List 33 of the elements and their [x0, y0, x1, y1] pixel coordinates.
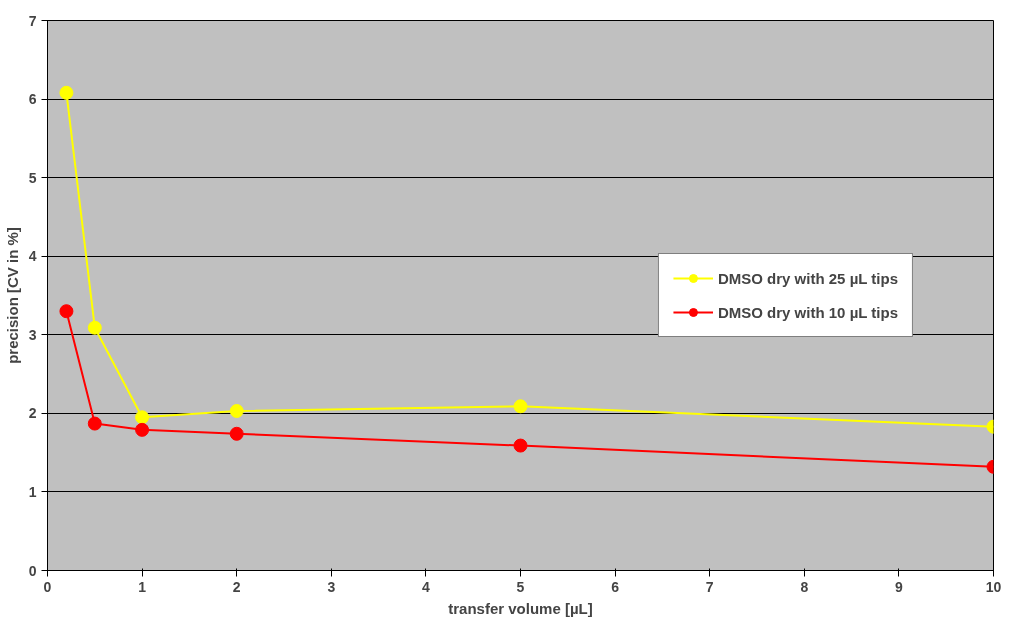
x-tick-label: 1 [138, 578, 147, 595]
y-tick-label: 4 [28, 248, 37, 265]
y-axis-title: precision [CV in %] [3, 227, 21, 364]
legend-label: DMSO dry with 10 µL tips [717, 303, 898, 321]
x-tick-label: 6 [611, 578, 620, 595]
x-tick-label: 3 [327, 578, 336, 595]
point [59, 304, 74, 319]
point [513, 399, 528, 414]
point [229, 426, 244, 441]
x-tick-label: 10 [985, 578, 1002, 595]
point [59, 85, 74, 100]
legend-label: DMSO dry with 25 µL tips [717, 269, 898, 287]
point [135, 422, 150, 437]
y-tick-label: 2 [28, 405, 37, 422]
x-tick-label: 0 [43, 578, 52, 595]
x-tick-label: 4 [422, 578, 431, 595]
point [229, 404, 244, 418]
y-tick-label: 3 [28, 326, 37, 343]
x-tick-label: 7 [705, 578, 714, 595]
point [87, 320, 102, 335]
y-tick-label: 5 [28, 169, 37, 186]
x-axis-title: transfer volume [µL] [448, 599, 593, 617]
x-tick-label: 5 [516, 578, 525, 595]
x-tick-label: 2 [232, 578, 241, 595]
point [513, 438, 528, 453]
y-tick-label: 6 [28, 91, 37, 108]
point [135, 410, 150, 425]
x-tick-label: 9 [895, 578, 904, 595]
point [87, 416, 102, 431]
x-tick-label: 8 [800, 578, 809, 595]
y-tick-label: 0 [28, 562, 37, 579]
y-tick-label: 7 [28, 12, 37, 29]
y-tick-label: 1 [28, 483, 37, 500]
